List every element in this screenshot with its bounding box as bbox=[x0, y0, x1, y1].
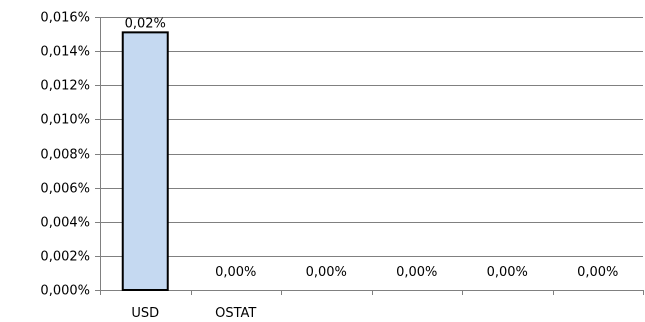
y-tick-labels: 0,000% 0,002% 0,004% 0,006% 0,008% 0,010% 0,01… bbox=[40, 11, 90, 299]
data-label: 0,00% bbox=[396, 265, 437, 280]
y-tick-label: 0,016% bbox=[40, 11, 90, 26]
data-label: 0,00% bbox=[215, 265, 256, 280]
bar-usd bbox=[121, 31, 169, 291]
data-label: 0,00% bbox=[577, 265, 618, 280]
data-labels: 0,02% 0,00% 0,00% 0,00% 0,00% 0,00% bbox=[125, 16, 619, 280]
category-label: OSTAT bbox=[215, 306, 256, 321]
y-tick-label: 0,004% bbox=[40, 216, 90, 231]
data-label: 0,02% bbox=[125, 16, 166, 31]
y-tick-label: 0,010% bbox=[40, 113, 90, 128]
category-labels: USD OSTAT bbox=[131, 306, 256, 321]
data-label: 0,00% bbox=[306, 265, 347, 280]
y-tick-label: 0,014% bbox=[40, 45, 90, 60]
data-label: 0,00% bbox=[487, 265, 528, 280]
category-label: USD bbox=[131, 306, 159, 321]
y-tick-label: 0,006% bbox=[40, 182, 90, 197]
bars bbox=[121, 31, 169, 291]
y-tick-label: 0,000% bbox=[40, 284, 90, 299]
y-tick-label: 0,002% bbox=[40, 250, 90, 265]
gridlines bbox=[100, 17, 643, 257]
y-tick-label: 0,012% bbox=[40, 79, 90, 94]
axes bbox=[95, 17, 644, 295]
y-tick-label: 0,008% bbox=[40, 148, 90, 163]
